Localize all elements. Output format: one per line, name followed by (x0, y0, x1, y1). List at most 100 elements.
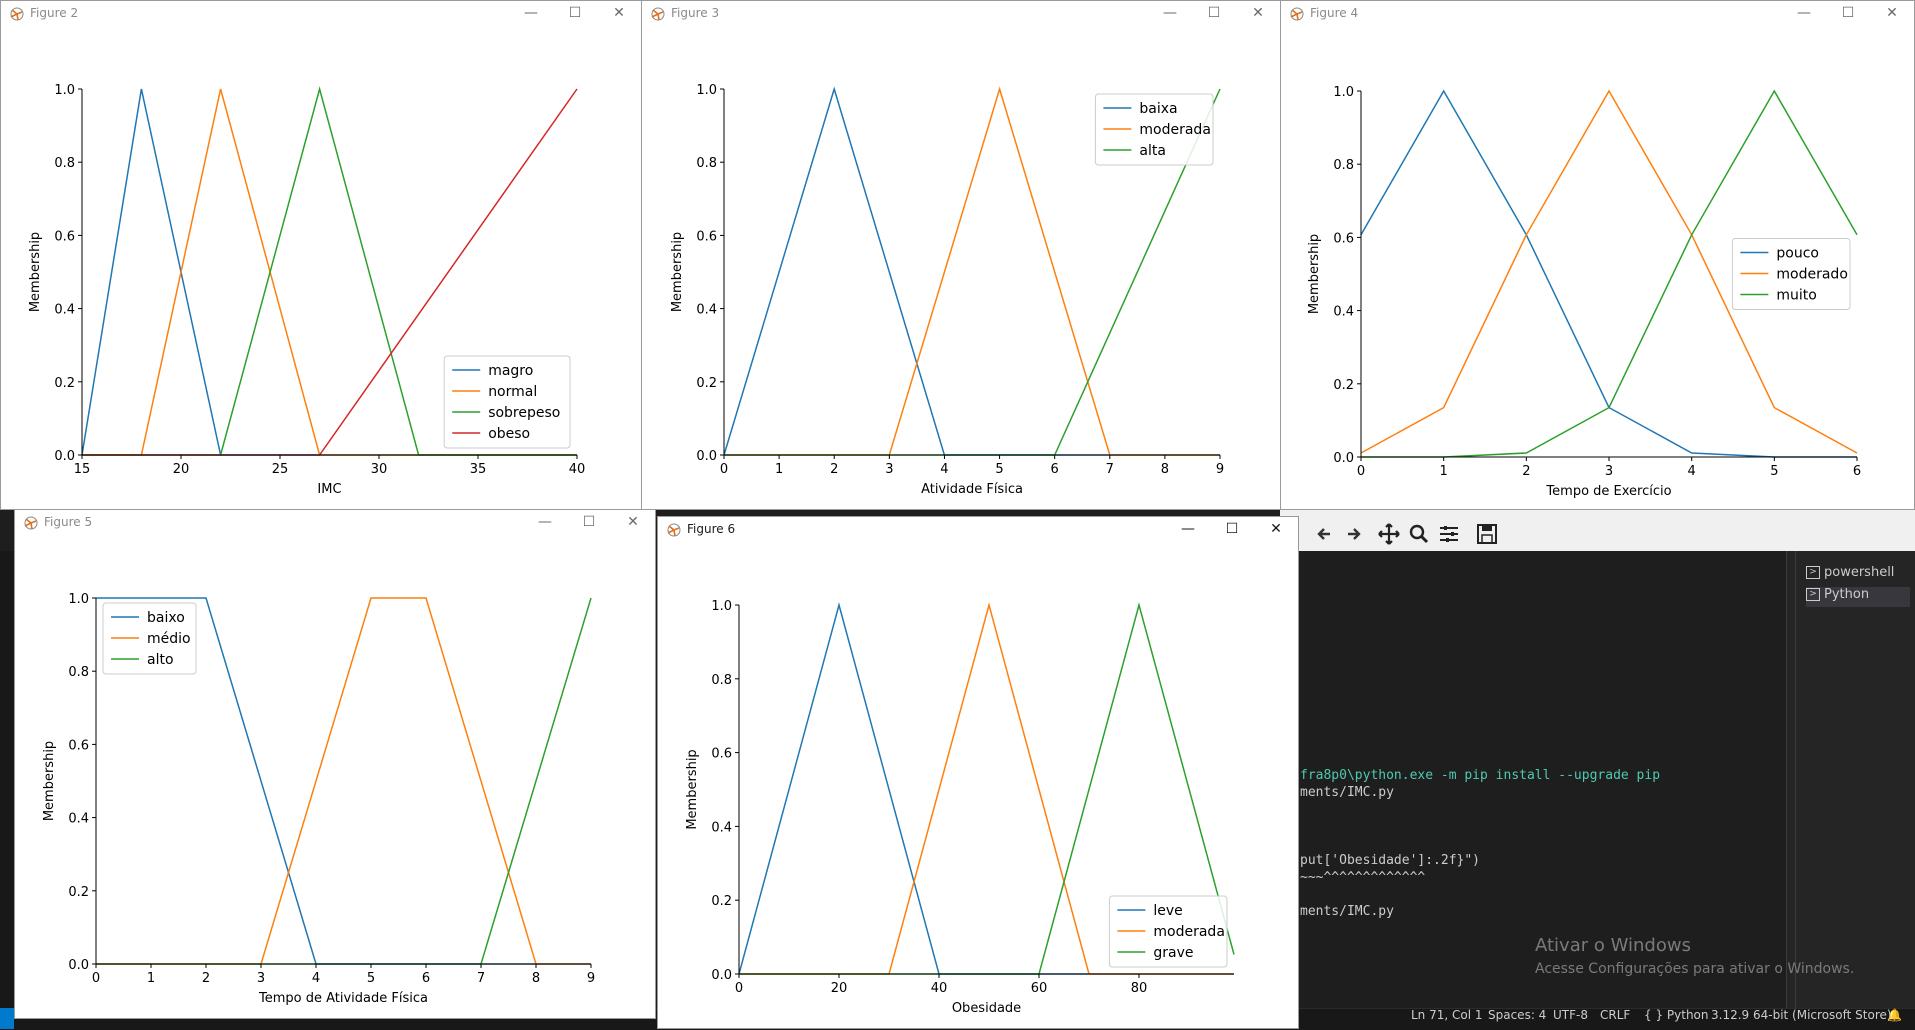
configure-icon[interactable] (1436, 521, 1462, 547)
mpl-toolbar-strip (1280, 509, 1915, 551)
window-title: Figure 5 (44, 515, 93, 529)
x-tick-label: 3 (885, 462, 893, 477)
x-axis-label: Obesidade (952, 1001, 1021, 1016)
minimize-button[interactable]: — (524, 5, 538, 21)
save-icon[interactable] (1474, 521, 1500, 547)
close-button[interactable]: ✕ (1886, 5, 1898, 21)
window-titlebar[interactable]: Figure 4 — ☐ ✕ (1281, 1, 1914, 27)
y-tick-label: 0.6 (711, 747, 732, 762)
maximize-button[interactable]: ☐ (582, 514, 596, 530)
window-titlebar[interactable]: Figure 3 — ☐ ✕ (642, 1, 1280, 27)
x-tick-label: 5 (367, 971, 375, 986)
maximize-button[interactable]: ☐ (1841, 5, 1855, 21)
maximize-button[interactable]: ☐ (568, 5, 582, 21)
x-tick-label: 6 (1051, 462, 1059, 477)
y-axis-label: Membership (42, 741, 57, 821)
maximize-button[interactable]: ☐ (1225, 521, 1239, 537)
x-tick-label: 4 (1688, 464, 1696, 479)
x-tick-label: 1 (147, 971, 155, 986)
terminal-tab-python[interactable]: > Python (1806, 587, 1910, 607)
x-tick-label: 8 (532, 971, 540, 986)
y-axis-label: Membership (1307, 234, 1322, 314)
status-cursor-position[interactable]: Ln 71, Col 1 (1411, 1008, 1483, 1022)
legend-label: obeso (488, 426, 530, 442)
minimize-button[interactable]: — (538, 514, 552, 530)
membership-chart[interactable]: 15 20 25 30 35 40 0.0 0.2 0.4 0.6 0.8 1.0 IMC Members… (1, 27, 642, 510)
figure-window[interactable]: Figure 2 — ☐ ✕ 15 20 25 30 35 40 0.0 0.2 0.4 0.6 0.8 1.… (0, 0, 642, 510)
activity-bar-strip (0, 551, 14, 1008)
x-tick-label: 4 (940, 462, 948, 477)
terminal-tab-powershell[interactable]: > powershell (1806, 565, 1910, 585)
zoom-icon[interactable] (1406, 521, 1432, 547)
y-axis-label: Membership (685, 749, 700, 829)
figure-window[interactable]: Figure 3 — ☐ ✕ 0 1 2 3 4 5 6 7 8 9 0.0 0.2 0.4 0.6 0.8 1.0 A… (641, 0, 1281, 510)
window-titlebar[interactable]: Figure 6 — ☐ ✕ (658, 517, 1298, 543)
close-button[interactable]: ✕ (627, 514, 639, 530)
pan-icon[interactable] (1376, 521, 1402, 547)
legend-label: baixo (147, 610, 185, 626)
x-tick-label: 25 (272, 462, 289, 477)
x-tick-label: 3 (257, 971, 265, 986)
status-encoding[interactable]: UTF-8 (1553, 1008, 1588, 1022)
y-tick-label: 0.4 (54, 303, 75, 318)
braces-icon: { } (1644, 1008, 1667, 1022)
activation-watermark-title: Ativar o Windows (1535, 935, 1691, 956)
y-tick-label: 0.8 (696, 156, 717, 171)
status-indentation[interactable]: Spaces: 4 (1488, 1008, 1547, 1022)
status-eol[interactable]: CRLF (1600, 1008, 1631, 1022)
y-tick-label: 0.4 (696, 303, 717, 318)
y-tick-label: 1.0 (711, 599, 732, 614)
status-language-label: Python (1666, 1008, 1709, 1022)
close-button[interactable]: ✕ (613, 5, 625, 21)
membership-chart[interactable]: 0 1 2 3 4 5 6 7 8 9 0.0 0.2 0.4 0.6 0.8 1.0 Atividade Fí… (642, 27, 1281, 510)
terminal-line: ments/IMC.py (1300, 904, 1394, 919)
bell-icon[interactable]: 🔔 (1887, 1008, 1902, 1022)
figure-window[interactable]: Figure 5 — ☐ ✕ 0 1 2 3 4 5 6 7 8 9 0.0 0.2 0.4 0.6 0.8 1.0 T… (14, 509, 656, 1019)
x-tick-label: 2 (202, 971, 210, 986)
x-tick-label: 3 (1605, 464, 1613, 479)
x-axis-label: Tempo de Exercício (1545, 484, 1671, 499)
membership-chart[interactable]: 0 20 40 60 80 0.0 0.2 0.4 0.6 0.8 1.0 Obesidade Memb… (658, 543, 1299, 1029)
x-tick-label: 35 (470, 462, 487, 477)
legend-label: leve (1153, 903, 1182, 919)
y-tick-label: 0.0 (696, 449, 717, 464)
figure-window[interactable]: Figure 4 — ☐ ✕ 0 1 2 3 4 5 6 0.0 0.2 0.4 0.6 0.8 1.0 Temp… (1280, 0, 1915, 510)
y-tick-label: 0.2 (711, 894, 732, 909)
terminal-line: ments/IMC.py (1300, 785, 1394, 800)
status-language[interactable]: { } Python (1644, 1008, 1709, 1022)
y-axis-label: Membership (28, 232, 43, 312)
window-titlebar[interactable]: Figure 5 — ☐ ✕ (15, 510, 655, 536)
x-axis-label: Atividade Física (921, 482, 1023, 497)
minimize-button[interactable]: — (1797, 5, 1811, 21)
membership-chart[interactable]: 0 1 2 3 4 5 6 0.0 0.2 0.4 0.6 0.8 1.0 Tempo de Exercí… (1281, 27, 1915, 510)
x-tick-label: 0 (92, 971, 100, 986)
arrow-left-icon[interactable] (1312, 521, 1338, 547)
legend-box (1731, 238, 1851, 310)
close-button[interactable]: ✕ (1270, 521, 1282, 537)
minimize-button[interactable]: — (1163, 5, 1177, 21)
terminal-icon: > (1806, 566, 1820, 579)
y-tick-label: 0.8 (711, 673, 732, 688)
minimize-button[interactable]: — (1181, 521, 1195, 537)
arrow-right-icon[interactable] (1340, 521, 1366, 547)
y-axis-label: Membership (670, 232, 685, 312)
legend-label: moderada (1139, 122, 1211, 138)
window-title: Figure 2 (30, 6, 79, 20)
maximize-button[interactable]: ☐ (1207, 5, 1221, 21)
legend-label: moderado (1776, 267, 1848, 283)
legend-label: magro (488, 363, 533, 379)
x-tick-label: 6 (1853, 464, 1861, 479)
series-line-moderado (1360, 89, 1858, 454)
close-button[interactable]: ✕ (1252, 5, 1264, 21)
figure-window[interactable]: Figure 6 — ☐ ✕ 0 20 40 60 80 0.0 0.2 0.4 0.6 0.8 1.0 Ob… (657, 516, 1299, 1029)
window-titlebar[interactable]: Figure 2 — ☐ ✕ (1, 1, 641, 27)
x-tick-label: 2 (830, 462, 838, 477)
activation-watermark-sub: Acesse Configurações para ativar o Windo… (1535, 961, 1855, 977)
membership-chart[interactable]: 0 1 2 3 4 5 6 7 8 9 0.0 0.2 0.4 0.6 0.8 1.0 Tempo de Ati… (15, 536, 656, 1019)
legend-box (102, 602, 197, 675)
status-interpreter[interactable]: 3.12.9 64-bit (Microsoft Store) (1711, 1008, 1892, 1022)
matplotlib-icon (667, 523, 681, 537)
legend-label: muito (1776, 288, 1816, 304)
remote-indicator[interactable] (0, 1008, 14, 1029)
legend-label: pouco (1776, 246, 1819, 262)
